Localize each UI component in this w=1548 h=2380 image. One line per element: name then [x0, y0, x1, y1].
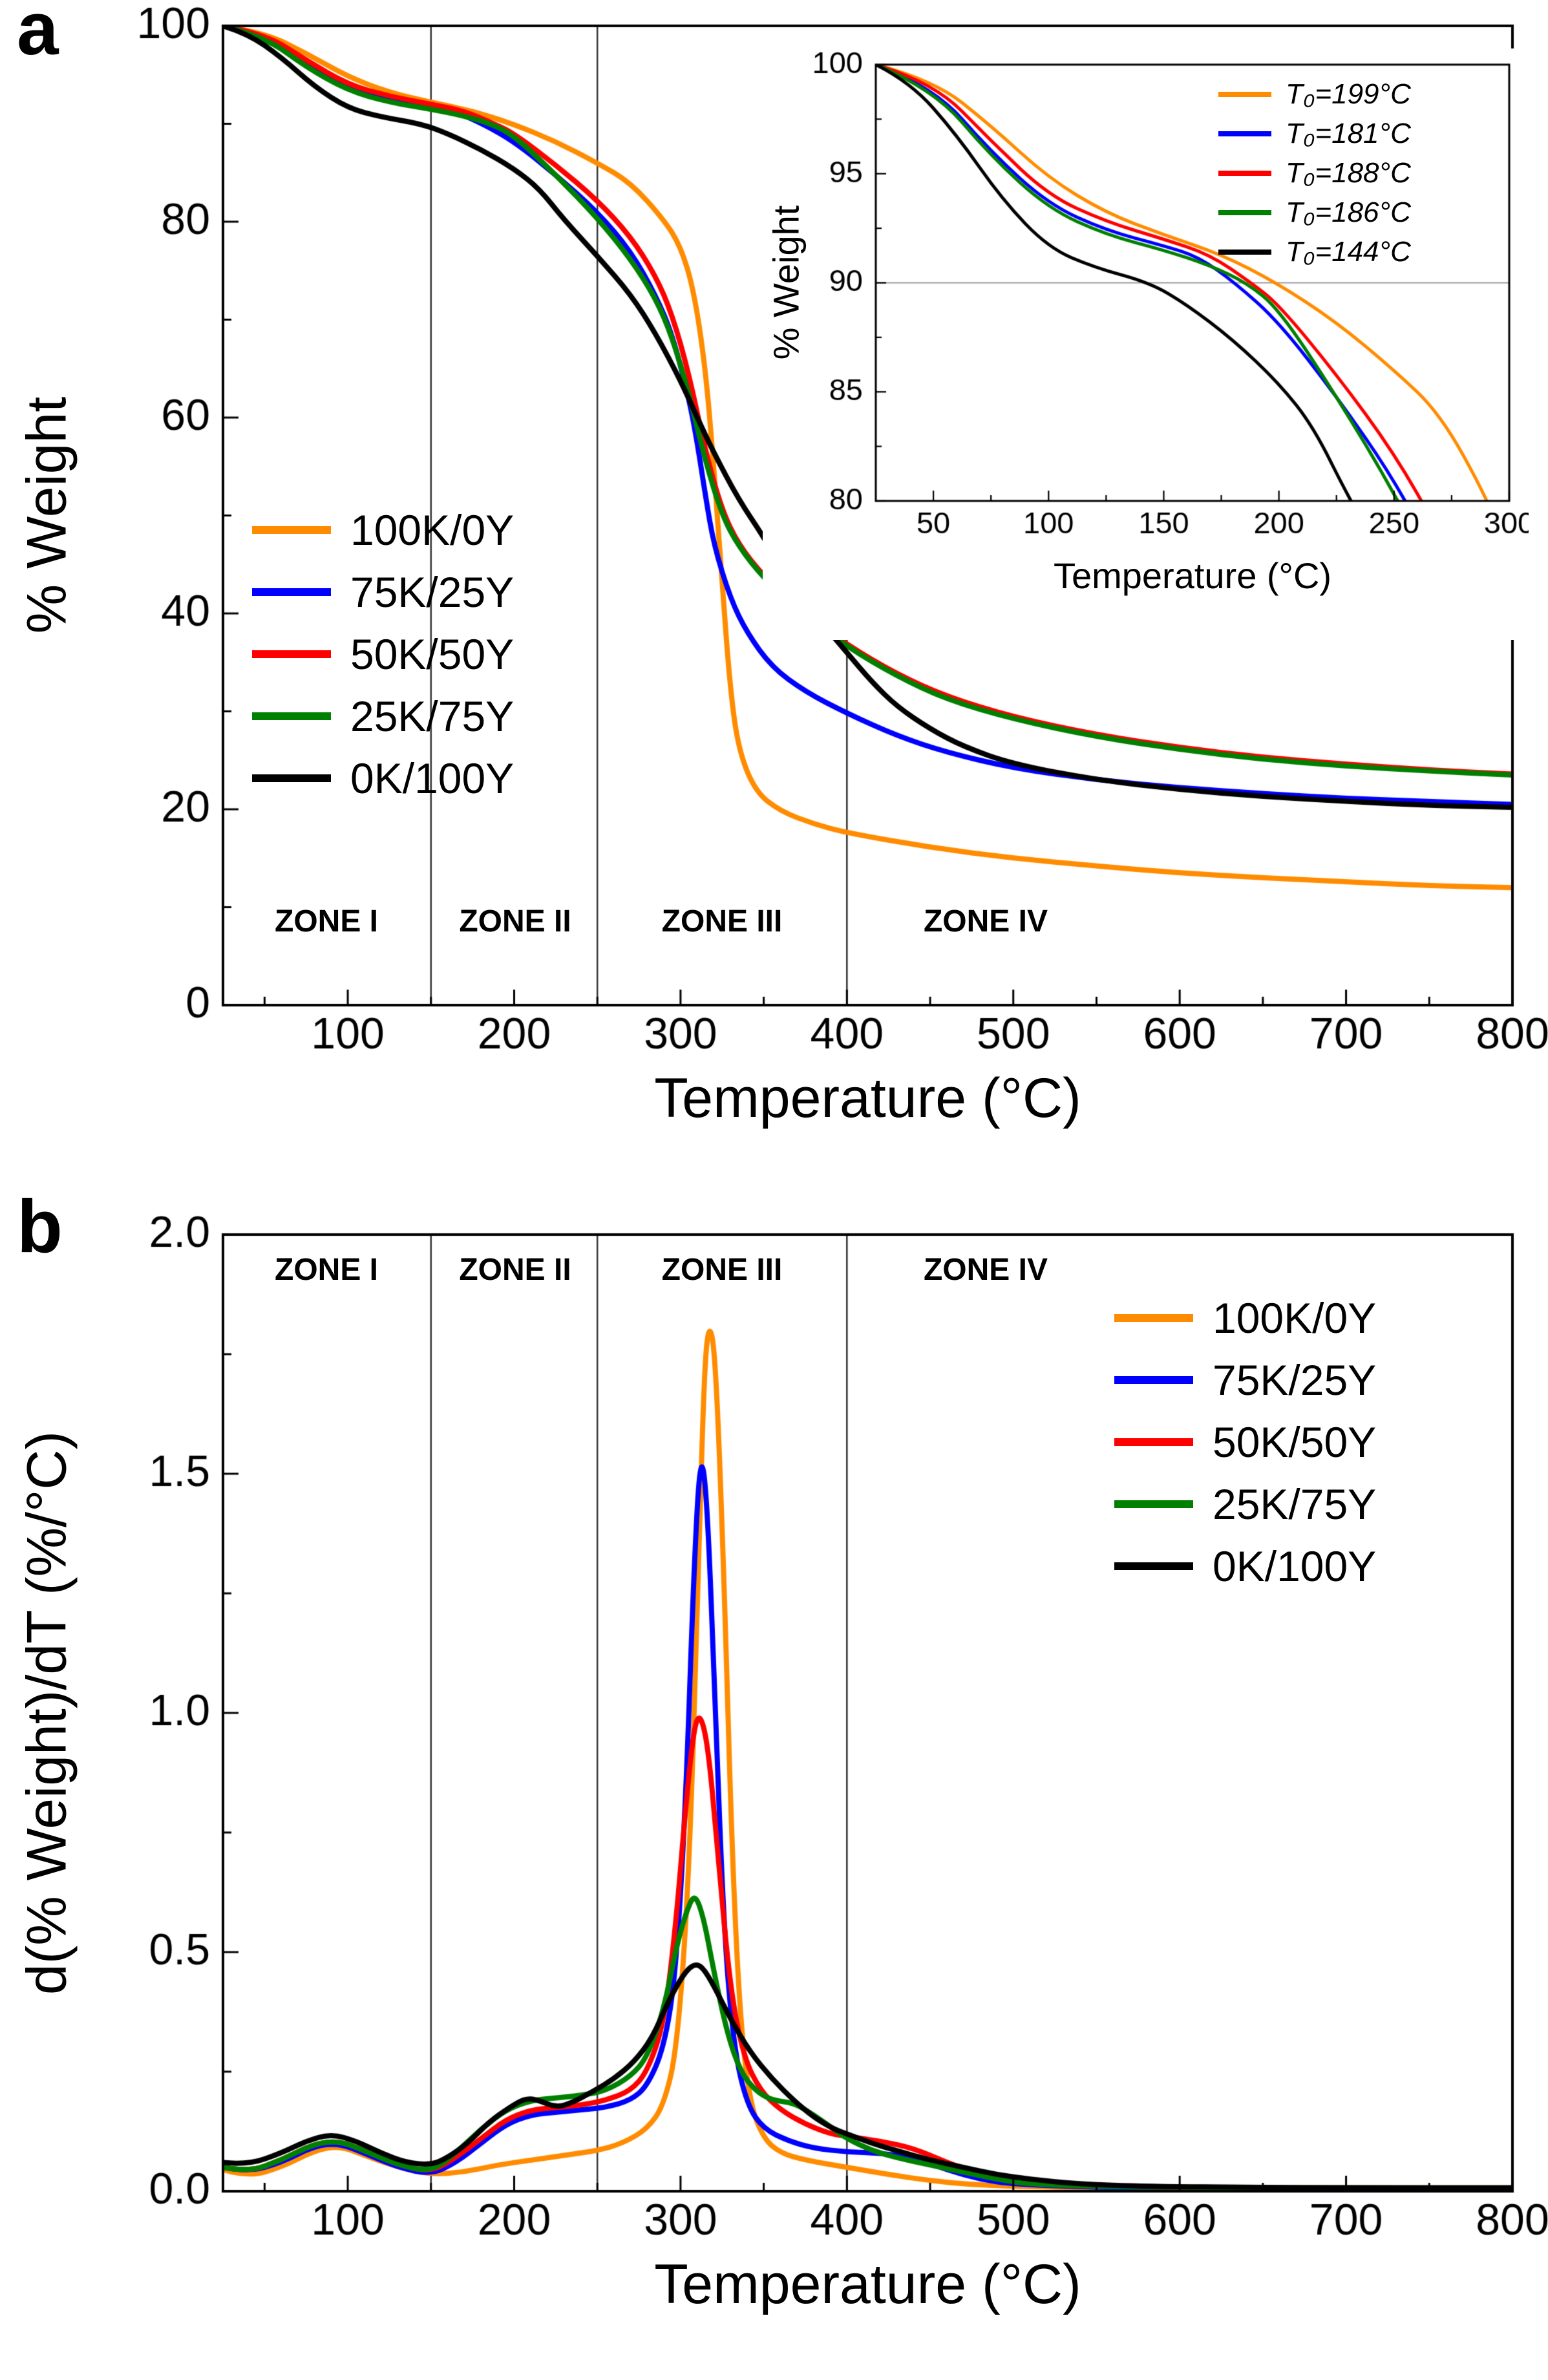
legend-line-swatch: [252, 712, 331, 720]
legend-item: 0K/100Y: [252, 747, 514, 809]
panel-b-legend: 100K/0Y 75K/25Y 50K/50Y 25K/75Y 0K/100Y: [1114, 1287, 1376, 1597]
onset-temp-label: T₀=186°C: [1286, 196, 1411, 228]
panel-a-legend: 100K/0Y 75K/25Y 50K/50Y 25K/75Y 0K/100Y: [252, 499, 514, 809]
zone-iv-label: ZONE IV: [923, 904, 1048, 939]
onset-temp-label: T₀=144°C: [1286, 235, 1411, 268]
legend-item: 25K/75Y: [252, 685, 514, 747]
legend-line-swatch: [1218, 91, 1271, 97]
legend-line-swatch: [1218, 249, 1271, 255]
legend-label: 100K/0Y: [1213, 1294, 1377, 1342]
legend-line-swatch: [1114, 1376, 1193, 1384]
panel-a: a % Weight Temperature (°C) ZONE I ZONE …: [0, 0, 1548, 1190]
legend-item: T₀=188°C: [1218, 153, 1411, 193]
legend-label: 50K/50Y: [350, 630, 514, 678]
zone-ii-label: ZONE II: [459, 1253, 571, 1287]
legend-label: 25K/75Y: [1213, 1480, 1377, 1528]
onset-temp-label: T₀=199°C: [1286, 78, 1411, 110]
legend-item: T₀=181°C: [1218, 114, 1411, 153]
panel-a-x-axis-label: Temperature (°C): [654, 1067, 1081, 1129]
legend-label: 50K/50Y: [1213, 1418, 1377, 1466]
inset-legend: T₀=199°C T₀=181°C T₀=188°C T₀=186°C T₀=1…: [1218, 74, 1411, 271]
legend-item: 25K/75Y: [1114, 1473, 1376, 1535]
inset-y-axis-label: % Weight: [765, 205, 807, 360]
legend-line-swatch: [252, 774, 331, 782]
legend-item: 50K/50Y: [252, 623, 514, 685]
legend-item: 50K/50Y: [1114, 1411, 1376, 1473]
legend-label: 0K/100Y: [1213, 1542, 1377, 1590]
legend-item: 0K/100Y: [1114, 1535, 1376, 1597]
legend-line-swatch: [1114, 1314, 1193, 1322]
legend-item: 100K/0Y: [252, 499, 514, 561]
panel-b-y-axis-label: d(% Weight)/dT (%/°C): [16, 1430, 78, 1995]
legend-item: 75K/25Y: [1114, 1349, 1376, 1411]
legend-line-swatch: [1218, 131, 1271, 136]
legend-label: 75K/25Y: [1213, 1356, 1377, 1404]
onset-temp-label: T₀=181°C: [1286, 117, 1411, 149]
zone-i-label: ZONE I: [274, 904, 379, 939]
legend-line-swatch: [1114, 1438, 1193, 1446]
inset-x-axis-label: Temperature (°C): [1053, 555, 1332, 596]
inset-plot-canvas: [763, 48, 1529, 640]
panel-a-y-axis-label: % Weight: [16, 396, 78, 634]
onset-temperature-inset: % Weight Temperature (°C) T₀=199°C T₀=18…: [763, 48, 1529, 640]
zone-ii-label: ZONE II: [459, 904, 571, 939]
legend-line-swatch: [1218, 209, 1271, 215]
panel-a-label: a: [17, 0, 59, 70]
legend-line-swatch: [252, 588, 331, 596]
zone-iv-label: ZONE IV: [923, 1253, 1048, 1287]
onset-temp-label: T₀=188°C: [1286, 156, 1411, 189]
legend-line-swatch: [252, 650, 331, 658]
legend-item: 75K/25Y: [252, 561, 514, 623]
legend-item: T₀=144°C: [1218, 232, 1411, 271]
legend-line-swatch: [1114, 1562, 1193, 1570]
legend-line-swatch: [1218, 170, 1271, 176]
panel-b-label: b: [17, 1184, 63, 1268]
legend-item: T₀=199°C: [1218, 74, 1411, 114]
legend-label: 0K/100Y: [350, 754, 514, 802]
zone-i-label: ZONE I: [274, 1253, 379, 1287]
legend-item: 100K/0Y: [1114, 1287, 1376, 1349]
panel-b-x-axis-label: Temperature (°C): [654, 2253, 1081, 2315]
legend-label: 75K/25Y: [350, 568, 514, 616]
zone-iii-label: ZONE III: [661, 904, 783, 939]
legend-label: 25K/75Y: [350, 692, 514, 740]
legend-label: 100K/0Y: [350, 506, 514, 554]
legend-line-swatch: [252, 526, 331, 534]
legend-item: T₀=186°C: [1218, 193, 1411, 232]
panel-b-plot-canvas: [0, 1190, 1548, 2380]
legend-line-swatch: [1114, 1500, 1193, 1508]
zone-iii-label: ZONE III: [661, 1253, 783, 1287]
panel-b: b d(% Weight)/dT (%/°C) Temperature (°C)…: [0, 1184, 1548, 2380]
